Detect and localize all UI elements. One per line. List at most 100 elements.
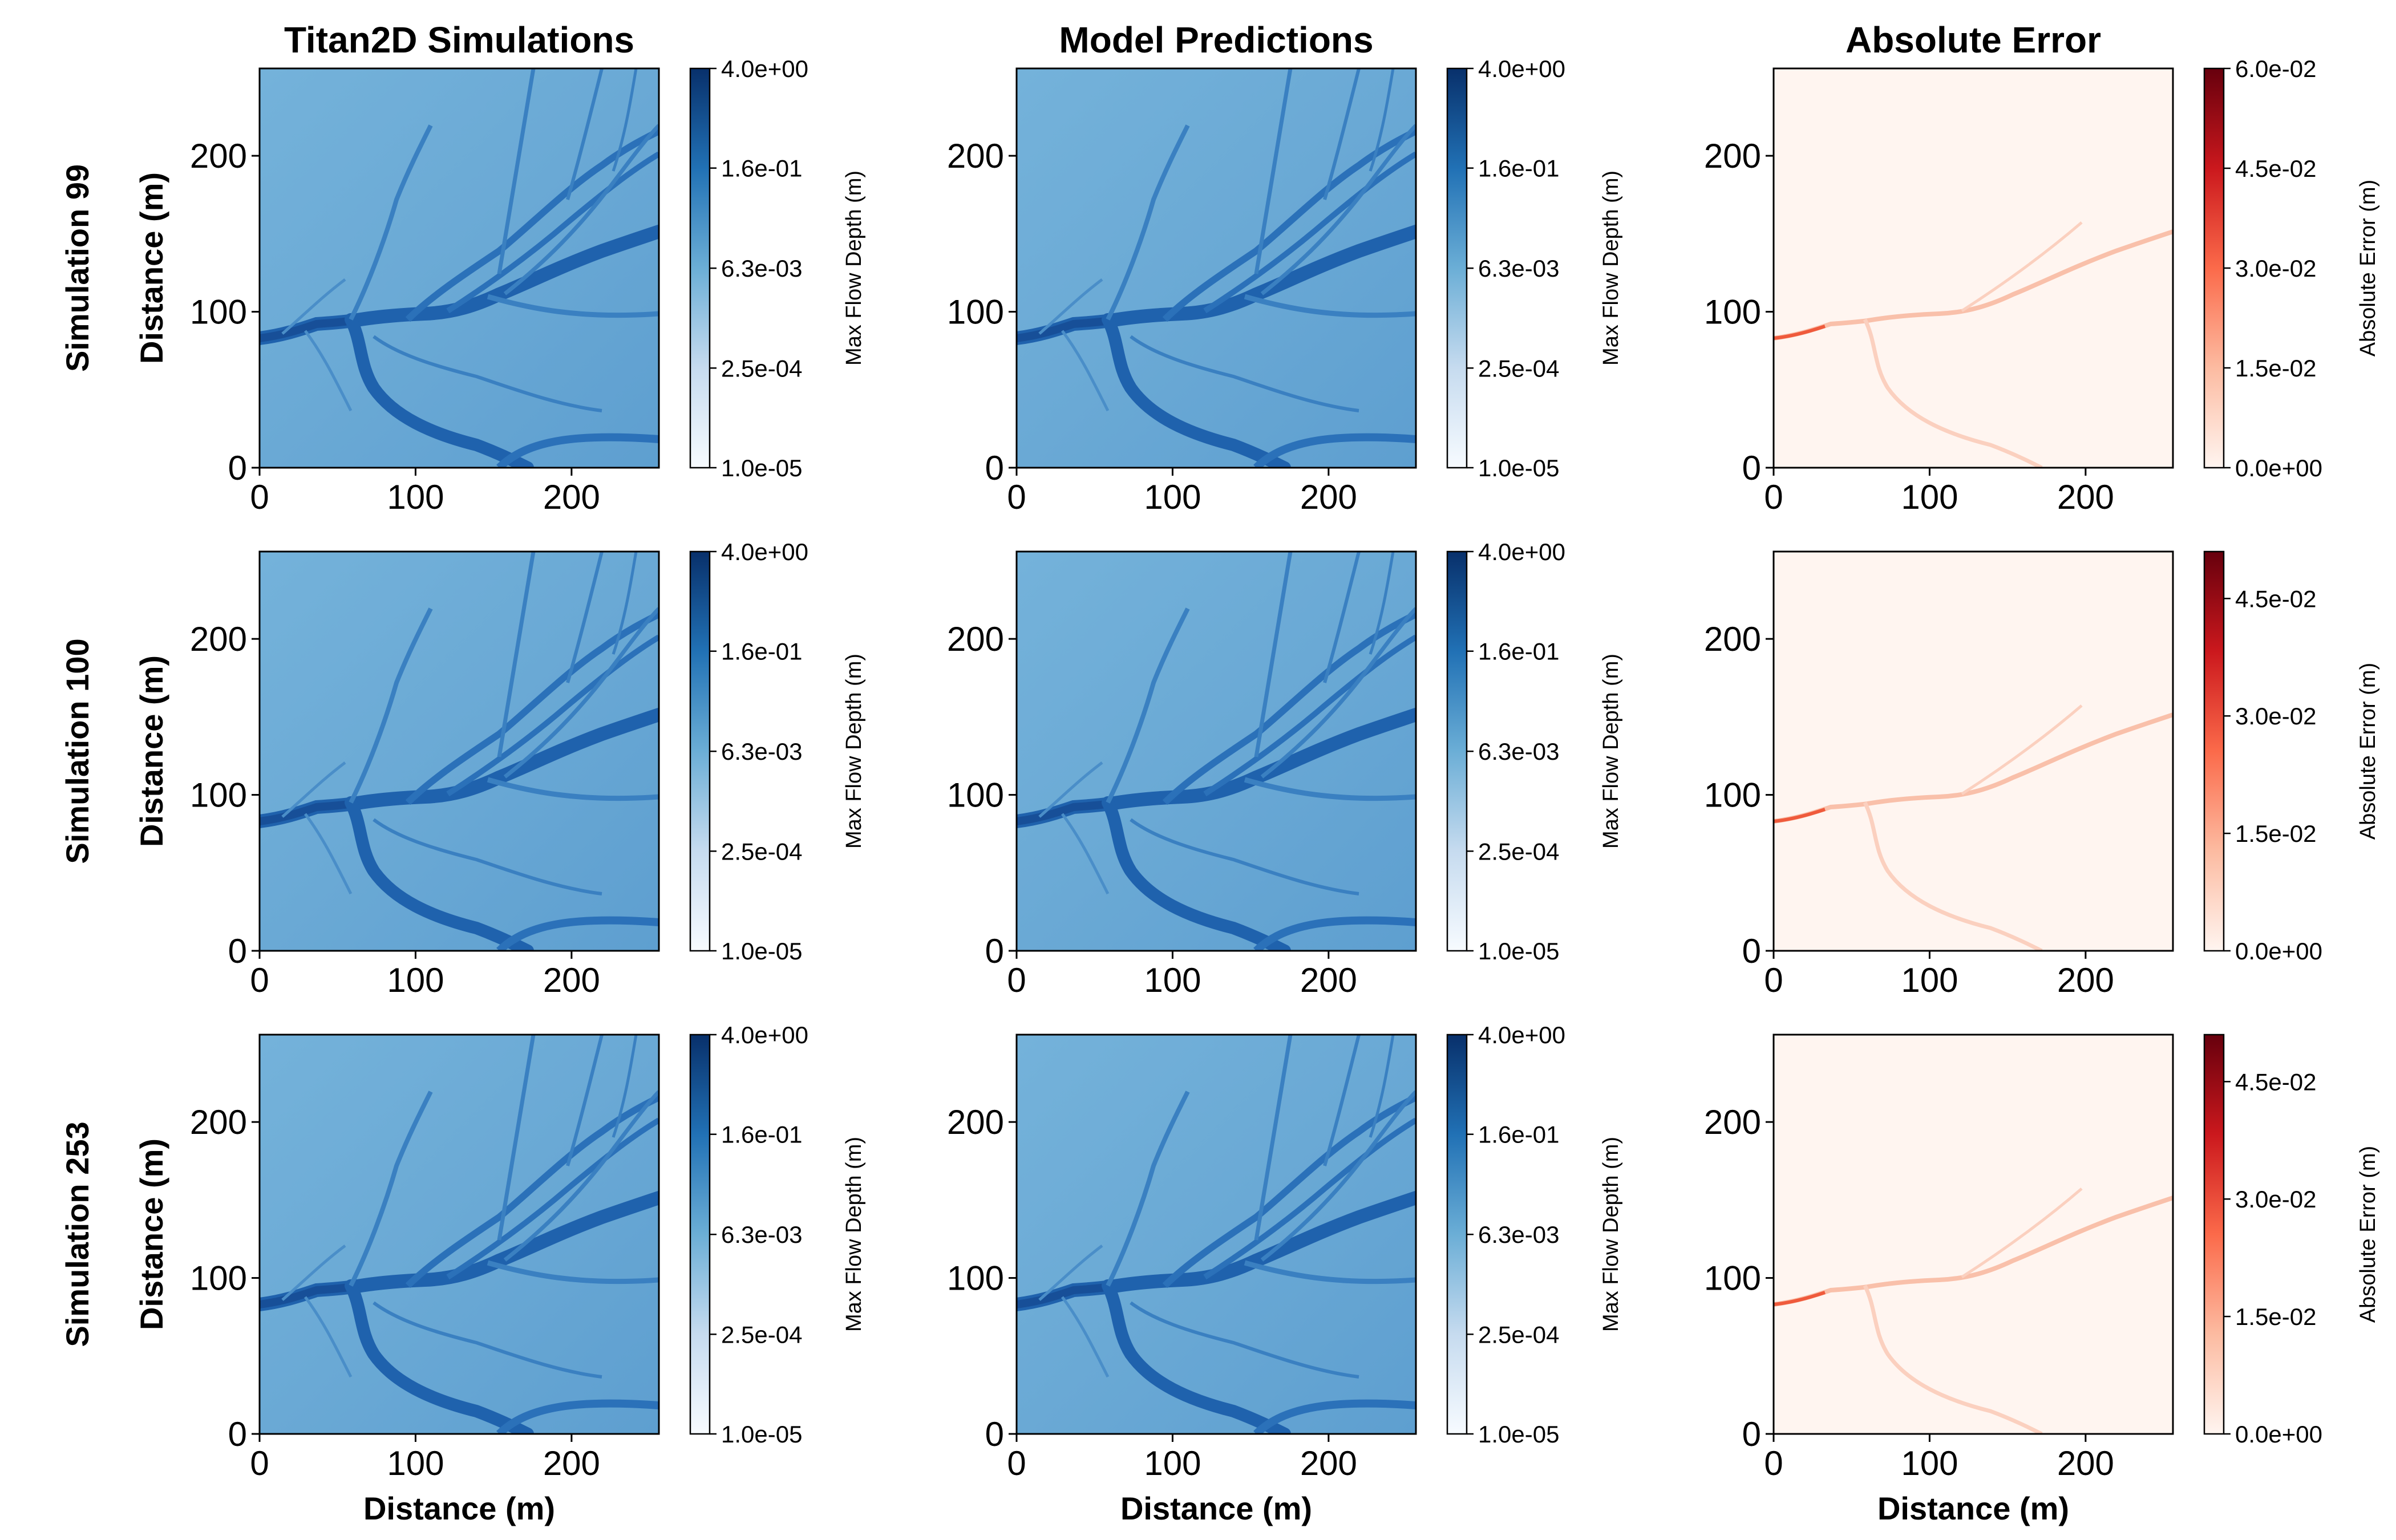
- colorbar-tick-label: 1.0e-05: [1478, 938, 1559, 964]
- heatmap-image: [1774, 68, 2173, 468]
- heatmap-background: [1774, 1035, 2173, 1434]
- x-tick-label: 0: [1007, 1444, 1026, 1482]
- colorbar-tick-label: 4.0e+00: [1478, 538, 1565, 565]
- x-axis-label: Distance (m): [363, 1490, 555, 1526]
- y-tick-label: 100: [190, 776, 247, 814]
- heatmap-panel: 0 100 200 0 100 200 Distance (m) 4.5e-02 3.0e-02…: [1704, 1034, 2380, 1526]
- y-axis-label: Distance (m): [133, 1138, 169, 1330]
- column-title: Absolute Error: [1845, 19, 2101, 60]
- row-label: Simulation 100: [59, 638, 95, 864]
- colorbar-tick-label: 4.5e-02: [2235, 155, 2316, 182]
- colorbar-tick-label: 1.0e-05: [721, 455, 802, 481]
- heatmap-background: [260, 1035, 659, 1434]
- heatmap-background: [260, 552, 659, 951]
- colorbar-tick-label: 1.6e-01: [721, 638, 802, 665]
- x-tick-label: 0: [250, 961, 269, 999]
- colorbar-tick-label: 4.5e-02: [2235, 1068, 2316, 1095]
- colorbar: 4.0e+00 1.6e-01 6.3e-03 2.5e-04 1.0e-05 Max F…: [1446, 55, 1623, 481]
- y-tick-label: 100: [947, 293, 1004, 331]
- y-tick-label: 100: [190, 1259, 247, 1298]
- colorbar-gradient: [2203, 67, 2225, 469]
- x-tick-label: 0: [250, 1444, 269, 1482]
- colorbar-gradient: [1446, 550, 1468, 952]
- y-tick-label: 0: [228, 449, 247, 487]
- colorbar-gradient: [2203, 550, 2225, 952]
- colorbar-gradient: [1446, 1034, 1468, 1435]
- y-tick-label: 200: [190, 137, 247, 175]
- heatmap-image: [1017, 68, 1416, 468]
- colorbar-tick-label: 4.0e+00: [1478, 1022, 1565, 1048]
- y-tick-label: 0: [985, 1415, 1004, 1453]
- x-tick-label: 0: [1764, 478, 1783, 516]
- colorbar-tick-label: 6.3e-03: [721, 738, 802, 765]
- colorbar-label: Max Flow Depth (m): [842, 171, 866, 366]
- y-tick-label: 100: [947, 776, 1004, 814]
- colorbar-tick-label: 2.5e-04: [721, 1321, 802, 1348]
- colorbar-tick-label: 1.6e-01: [721, 155, 802, 182]
- row-label: Simulation 253: [59, 1121, 95, 1347]
- x-tick-label: 200: [1300, 478, 1357, 516]
- colorbar-tick-label: 1.5e-02: [2235, 1303, 2316, 1330]
- colorbar-tick-label: 2.5e-04: [1478, 838, 1559, 865]
- plot-frame: [1015, 1034, 1417, 1435]
- x-tick-label: 100: [1144, 961, 1201, 999]
- heatmap-background: [260, 68, 659, 468]
- colorbar: 4.5e-02 3.0e-02 1.5e-02 0.0e+00 Absolute Err…: [2203, 550, 2380, 964]
- column-title: Titan2D Simulations: [284, 19, 634, 60]
- y-tick-label: 100: [1704, 776, 1761, 814]
- colorbar: 4.5e-02 3.0e-02 1.5e-02 0.0e+00 Absolute Err…: [2203, 1034, 2380, 1448]
- colorbar-tick-label: 2.5e-04: [1478, 355, 1559, 382]
- y-tick-label: 200: [1704, 137, 1761, 175]
- x-tick-label: 200: [2057, 1444, 2114, 1482]
- y-tick-label: 200: [1704, 620, 1761, 658]
- y-axis-label: Distance (m): [133, 172, 169, 364]
- heatmap-image: [1774, 1035, 2173, 1434]
- x-tick-label: 0: [1764, 1444, 1783, 1482]
- x-tick-label: 100: [1901, 478, 1958, 516]
- colorbar-label: Absolute Error (m): [2356, 1146, 2380, 1323]
- x-tick-label: 0: [1007, 961, 1026, 999]
- colorbar-gradient: [2203, 1034, 2225, 1435]
- plot-frame: [258, 550, 660, 952]
- x-tick-label: 200: [2057, 478, 2114, 516]
- colorbar-label: Absolute Error (m): [2356, 180, 2380, 356]
- heatmap-panel: 0 100 200 0 100 200 Distance (m) Simulation 100…: [59, 538, 866, 999]
- y-tick-label: 0: [228, 1415, 247, 1453]
- x-tick-label: 100: [1901, 961, 1958, 999]
- plot-frame: [1772, 67, 2174, 469]
- colorbar-tick-label: 3.0e-02: [2235, 255, 2316, 282]
- colorbar-tick-label: 0.0e+00: [2235, 938, 2322, 964]
- colorbar-tick-label: 6.0e-02: [2235, 55, 2316, 82]
- heatmap-panel: 0 100 200 0 100 200 Distance (m) Simulation 99 4…: [59, 55, 866, 516]
- colorbar: 4.0e+00 1.6e-01 6.3e-03 2.5e-04 1.0e-05 Max F…: [1446, 538, 1623, 964]
- colorbar-label: Max Flow Depth (m): [1599, 1137, 1623, 1332]
- y-tick-label: 100: [190, 293, 247, 331]
- plot-frame: [258, 67, 660, 469]
- colorbar-tick-label: 2.5e-04: [721, 355, 802, 382]
- x-tick-label: 200: [2057, 961, 2114, 999]
- x-tick-label: 200: [1300, 1444, 1357, 1482]
- plot-frame: [1772, 1034, 2174, 1435]
- heatmap-background: [1017, 1035, 1416, 1434]
- colorbar-tick-label: 1.6e-01: [1478, 1121, 1559, 1148]
- y-tick-label: 100: [1704, 1259, 1761, 1298]
- x-axis-label: Distance (m): [1877, 1490, 2069, 1526]
- heatmap-panel: 0 100 200 0 100 200 Distance (m) 4.0e+00 1.6e-01…: [947, 1022, 1623, 1526]
- colorbar-tick-label: 4.0e+00: [721, 55, 808, 82]
- y-tick-label: 0: [228, 932, 247, 970]
- colorbar-tick-label: 4.0e+00: [721, 538, 808, 565]
- colorbar-tick-label: 0.0e+00: [2235, 455, 2322, 481]
- colorbar: 4.0e+00 1.6e-01 6.3e-03 2.5e-04 1.0e-05 Max F…: [1446, 1022, 1623, 1448]
- heatmap-image: [260, 68, 659, 468]
- colorbar-tick-label: 2.5e-04: [721, 838, 802, 865]
- colorbar-tick-label: 6.3e-03: [1478, 738, 1559, 765]
- y-tick-label: 200: [947, 1103, 1004, 1141]
- x-tick-label: 0: [1764, 961, 1783, 999]
- colorbar-tick-label: 0.0e+00: [2235, 1421, 2322, 1448]
- x-tick-label: 100: [387, 478, 444, 516]
- colorbar-label: Absolute Error (m): [2356, 663, 2380, 840]
- plot-frame: [1015, 550, 1417, 952]
- x-tick-label: 100: [1144, 478, 1201, 516]
- heatmap-image: [1774, 552, 2173, 951]
